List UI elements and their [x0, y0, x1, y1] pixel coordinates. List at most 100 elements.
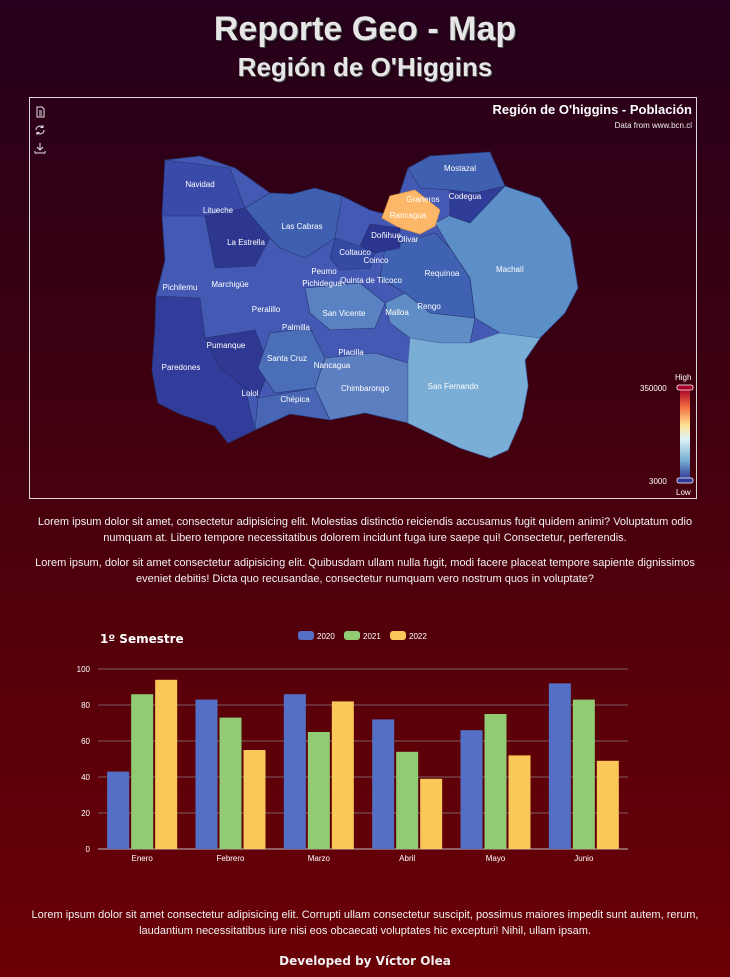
region-label-malloa: Malloa: [385, 308, 409, 317]
region-label-peralillo: Peralillo: [252, 305, 281, 314]
region-label-requ-noa: Requínoa: [425, 269, 460, 278]
chart-y-labels: 0 20 40 60 80 100: [77, 665, 91, 854]
region-chepica: [254, 387, 331, 431]
legend-label-2022[interactable]: 2022: [409, 632, 427, 641]
y-tick-label: 60: [81, 737, 90, 746]
region-label-machal-: Machalí: [496, 265, 525, 274]
region-label-las-cabras: Las Cabras: [282, 222, 323, 231]
legend-swatch-2020[interactable]: [298, 631, 314, 640]
region-label-pichidegua: Pichidegua: [302, 279, 342, 288]
region-label-do-ihue: Doñihue: [371, 231, 401, 240]
region-label-marchig-e: Marchigüe: [211, 280, 249, 289]
region-las-cabras: [244, 187, 343, 259]
region-label-chimbarongo: Chimbarongo: [341, 384, 390, 393]
region-chimbarongo: [314, 352, 409, 424]
region-label-placilla: Placilla: [338, 348, 364, 357]
legend-max-value: 350000: [640, 384, 667, 393]
region-label-mostazal: Mostazal: [444, 164, 476, 173]
bar-2020-enero[interactable]: [107, 771, 130, 849]
region-label-lolol: Lolol: [242, 389, 259, 398]
bar-2022-enero[interactable]: [155, 679, 178, 849]
region-coltauco: [329, 237, 376, 271]
bar-2020-marzo[interactable]: [283, 694, 306, 849]
region-la-estrella: [204, 207, 271, 269]
region-label-nancagua: Nancagua: [314, 361, 351, 370]
document-icon[interactable]: [34, 105, 46, 118]
region-label-coltauco: Coltauco: [339, 248, 371, 257]
region-label-rengo: Rengo: [417, 302, 441, 311]
region-label-olivar: Olivar: [398, 235, 419, 244]
page-title: Reporte Geo - Map: [213, 10, 517, 48]
bar-2022-marzo[interactable]: [331, 701, 354, 849]
legend-handle-low: [676, 477, 694, 484]
y-tick-label: 100: [77, 665, 91, 674]
region-label-san-fernando: San Fernando: [428, 382, 479, 391]
y-tick-label: 0: [86, 845, 91, 854]
region-san-vicente: [304, 282, 386, 331]
region-label-paredones: Paredones: [162, 363, 201, 372]
map-panel: Mostazal Graneros Codegua Rancagua Navidad Li…: [29, 97, 697, 499]
bar-2021-marzo[interactable]: [307, 732, 330, 849]
region-label-la-estrella: La Estrella: [227, 238, 265, 247]
legend-min-value: 3000: [649, 477, 667, 486]
bar-2020-febrero[interactable]: [195, 699, 218, 849]
region-codegua: [449, 185, 506, 224]
region-label-graneros: Graneros: [406, 195, 439, 204]
page-subtitle: Región de O'Higgins: [237, 52, 493, 82]
legend-handle-high: [676, 384, 694, 391]
bar-2022-abril[interactable]: [420, 778, 443, 849]
legend-low-label: Low: [676, 488, 691, 497]
chart-gridlines: [98, 668, 628, 850]
region-label-quinta-de-tilcoco: Quinta de Tilcoco: [340, 276, 402, 285]
legend-swatch-2022[interactable]: [390, 631, 406, 640]
bar-2020-abril[interactable]: [372, 719, 395, 849]
bar-2022-mayo[interactable]: [508, 755, 531, 849]
bar-chart: 1º Semestre 2020 2021 2022 Enero Febrero Mar…: [77, 631, 628, 863]
region-san-fernando: [407, 332, 541, 459]
region-label-rancagua: Rancagua: [390, 211, 427, 220]
legend-high-label: High: [675, 373, 692, 382]
footer-credit: Developed by Víctor Olea: [279, 954, 451, 968]
map-title: Región de O'higgins - Población: [492, 102, 692, 117]
bar-2021-enero[interactable]: [131, 694, 154, 849]
region-label-ch-pica: Chépica: [280, 395, 310, 404]
region-label-codegua: Codegua: [449, 192, 482, 201]
legend-label-2021[interactable]: 2021: [363, 632, 381, 641]
paragraph-3: Lorem ipsum dolor sit amet consectetur a…: [31, 909, 699, 937]
region-label-pichilemu: Pichilemu: [163, 283, 198, 292]
legend-swatch-2021[interactable]: [344, 631, 360, 640]
x-tick-label: Febrero: [216, 854, 245, 863]
region-label-santa-cruz: Santa Cruz: [267, 354, 307, 363]
chart-legend: 2020 2021 2022: [298, 631, 427, 641]
x-tick-label: Mayo: [486, 854, 506, 863]
bar-2021-abril[interactable]: [396, 751, 419, 849]
refresh-icon[interactable]: [34, 123, 46, 135]
bar-2020-junio[interactable]: [548, 683, 571, 849]
legend-label-2020[interactable]: 2020: [317, 632, 335, 641]
bar-2022-febrero[interactable]: [243, 750, 266, 849]
region-rancagua: [381, 189, 441, 235]
region-label-navidad: Navidad: [185, 180, 214, 189]
x-tick-label: Enero: [131, 854, 153, 863]
chart-title: 1º Semestre: [100, 632, 184, 646]
y-tick-label: 40: [81, 773, 90, 782]
bar-2021-febrero[interactable]: [219, 717, 242, 849]
bar-2021-junio[interactable]: [572, 699, 595, 849]
visual-map-legend[interactable]: [670, 382, 700, 486]
region-label-pumanque: Pumanque: [207, 341, 246, 350]
paragraph-2: Lorem ipsum, dolor sit amet consectetur …: [35, 557, 695, 585]
region-label-san-vicente: San Vicente: [323, 309, 367, 318]
region-label-coinco: Coinco: [364, 256, 389, 265]
region-label-palmilla: Palmilla: [282, 323, 311, 332]
region-label-litueche: Litueche: [203, 206, 234, 215]
region-donihue: [359, 223, 401, 254]
y-tick-label: 80: [81, 701, 90, 710]
map-source: Data from www.bcn.cl: [614, 121, 692, 130]
download-icon[interactable]: [34, 141, 46, 154]
region-map[interactable]: Mostazal Graneros Codegua Rancagua Navidad Li…: [30, 98, 696, 498]
region-label-peumo: Peumo: [311, 267, 337, 276]
bar-2020-mayo[interactable]: [460, 730, 483, 849]
bar-2021-mayo[interactable]: [484, 714, 507, 849]
bar-2022-junio[interactable]: [596, 760, 619, 849]
chart-x-labels: Enero Febrero Marzo Abril Mayo Junio: [131, 854, 593, 863]
